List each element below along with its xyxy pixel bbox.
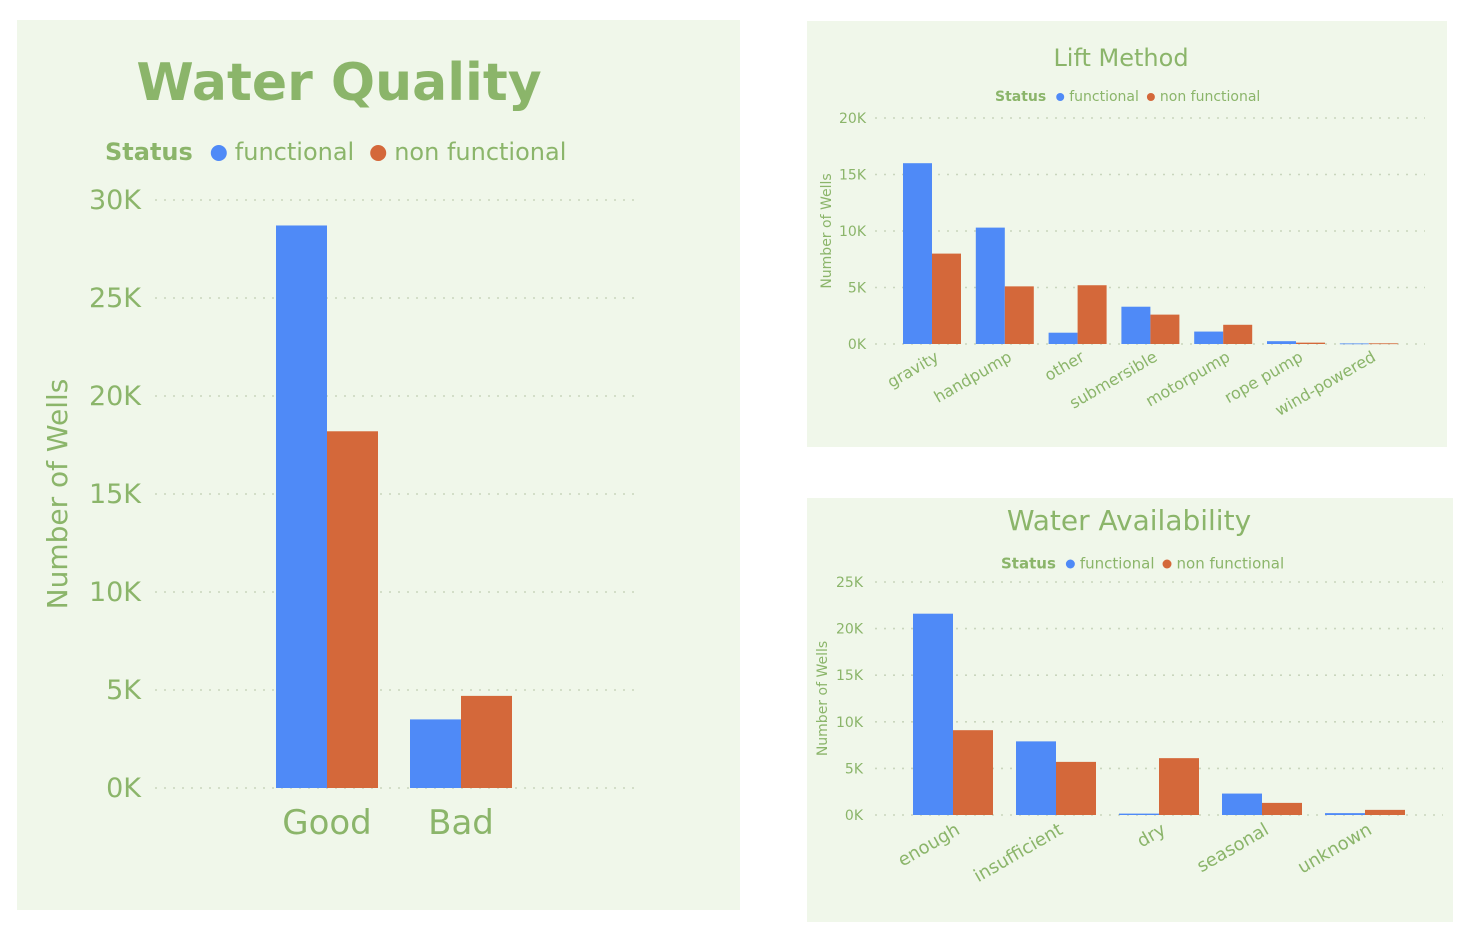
y-tick-label: 25K — [836, 575, 864, 591]
y-tick-label: 15K — [89, 479, 142, 510]
y-tick-label: 5K — [848, 281, 867, 297]
y-tick-label: 0K — [845, 808, 864, 824]
y-tick-label: 15K — [839, 168, 867, 184]
y-tick-label: 10K — [89, 577, 142, 608]
bar-functional-handpump — [975, 227, 1005, 344]
bar-non-functional-rope-pump — [1296, 342, 1325, 344]
legend-label-non-functional: non functional — [1160, 89, 1260, 105]
bar-functional-dry — [1119, 813, 1159, 815]
y-tick-label: 15K — [836, 668, 864, 684]
water-availability-panel: Water Availability Status functional non fu… — [807, 498, 1453, 922]
legend-title: Status — [1001, 555, 1056, 573]
legend-marker-non-functional — [370, 145, 387, 161]
bar-functional-gravity — [903, 163, 932, 344]
bar-non-functional-enough — [953, 730, 993, 815]
bar-functional-Bad — [410, 719, 461, 788]
y-tick-label: 20K — [839, 111, 867, 127]
bar-non-functional-dry — [1159, 758, 1199, 815]
bar-functional-Good — [276, 225, 327, 789]
y-tick-label: 25K — [89, 283, 142, 314]
y-tick-label: 5K — [845, 761, 864, 777]
legend-title: Status — [995, 89, 1046, 105]
bar-functional-enough — [913, 613, 953, 815]
bar-functional-unknown — [1325, 813, 1365, 815]
legend-marker-non-functional — [1146, 93, 1155, 101]
bar-non-functional-gravity — [932, 253, 961, 344]
bar-non-functional-insufficient — [1056, 761, 1096, 815]
legend-marker-functional — [1056, 93, 1065, 101]
water-availability-chart: Water Availability Status functional non fu… — [815, 504, 1443, 887]
y-axis-label: Number of Wells — [815, 641, 831, 756]
y-tick-label: 10K — [836, 715, 864, 731]
bar-non-functional-Good — [327, 431, 378, 788]
bar-non-functional-other — [1077, 285, 1107, 344]
legend-title: Status — [105, 138, 193, 166]
x-tick-label: seasonal — [1193, 819, 1272, 877]
x-tick-label: handpump — [931, 347, 1015, 407]
bar-functional-rope-pump — [1267, 341, 1296, 344]
y-axis-label: Number of Wells — [819, 173, 835, 288]
legend-label-functional: functional — [1069, 89, 1139, 105]
legend-marker-functional — [210, 145, 227, 161]
legend-label-functional: functional — [1080, 555, 1155, 573]
y-tick-label: 0K — [106, 773, 142, 804]
y-tick-label: 20K — [89, 381, 142, 412]
bar-non-functional-submersible — [1150, 314, 1180, 344]
x-tick-label: enough — [894, 819, 963, 871]
bar-functional-seasonal — [1222, 793, 1262, 815]
bar-functional-submersible — [1121, 306, 1151, 344]
y-tick-label: 0K — [848, 337, 867, 353]
bar-functional-wind-powered — [1339, 343, 1369, 345]
x-tick-label: gravity — [884, 347, 942, 392]
legend-label-non-functional: non functional — [1177, 555, 1285, 573]
lift-method-panel: Lift Method Status functional non functiona… — [807, 21, 1447, 447]
bar-non-functional-Bad — [461, 695, 512, 788]
bar-functional-insufficient — [1016, 741, 1056, 815]
x-tick-label: Bad — [428, 803, 494, 843]
y-tick-label: 20K — [836, 622, 864, 638]
y-tick-label: 10K — [839, 224, 867, 240]
bar-non-functional-unknown — [1365, 809, 1405, 815]
bar-functional-motorpump — [1194, 331, 1224, 344]
bar-non-functional-wind-powered — [1368, 343, 1398, 345]
bar-non-functional-seasonal — [1262, 802, 1302, 815]
water-quality-panel: Water Quality Status functional non functio… — [17, 20, 740, 910]
bar-functional-other — [1048, 332, 1078, 344]
chart-title: Lift Method — [1053, 44, 1188, 72]
x-tick-label: insufficient — [970, 819, 1066, 887]
legend-label-non-functional: non functional — [394, 138, 566, 166]
legend-marker-functional — [1065, 559, 1075, 569]
chart-title: Water Quality — [136, 53, 541, 113]
x-tick-label: dry — [1133, 819, 1169, 852]
x-tick-label: Good — [282, 803, 372, 843]
lift-method-chart: Lift Method Status functional non functiona… — [819, 44, 1425, 420]
y-tick-label: 5K — [106, 675, 142, 706]
legend-marker-non-functional — [1162, 559, 1172, 569]
chart-title: Water Availability — [1007, 504, 1251, 537]
water-quality-chart: Water Quality Status functional non functio… — [41, 53, 637, 843]
y-axis-label: Number of Wells — [41, 379, 74, 610]
x-tick-label: unknown — [1294, 819, 1375, 878]
y-tick-label: 30K — [89, 185, 142, 216]
x-tick-label: other — [1041, 347, 1088, 385]
bar-non-functional-handpump — [1004, 286, 1034, 344]
bar-non-functional-motorpump — [1223, 324, 1253, 344]
legend-label-functional: functional — [235, 138, 354, 166]
